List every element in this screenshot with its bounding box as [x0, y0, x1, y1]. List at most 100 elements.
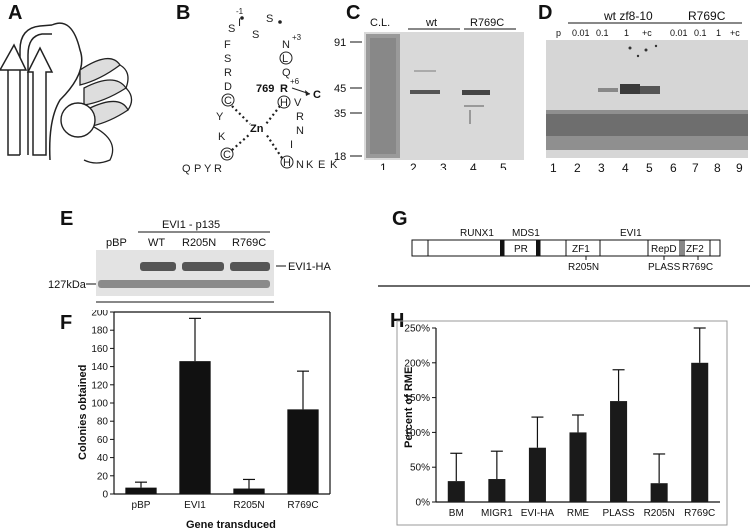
svg-text:3: 3	[440, 161, 447, 170]
y-tick-label: 80	[97, 417, 109, 428]
emsa-group-r769c: R769C	[688, 9, 726, 23]
y-tick-label: 200%	[404, 358, 430, 369]
chart-f-xlabel: Gene transduced	[186, 519, 276, 531]
x-tick-label: RME	[567, 508, 590, 519]
x-tick-label: R769C	[287, 500, 318, 511]
bar	[233, 488, 265, 494]
bar	[125, 487, 157, 494]
zinc-finger-ribbon-diagram	[0, 22, 133, 164]
marker-35: 35	[334, 108, 346, 120]
y-tick-label: 20	[97, 471, 109, 482]
bar	[691, 362, 709, 502]
emsa-gel: wt zf8-10 R769C p 0.01 0.1 1 +c 0.01 0.1…	[546, 9, 748, 175]
chart-h-ylabel: Percent of RME	[403, 367, 415, 448]
svg-text:D: D	[224, 81, 232, 93]
zinc-label: Zn	[250, 123, 264, 135]
c-terminus-label: C	[313, 89, 321, 101]
svg-text:8: 8	[714, 161, 721, 175]
svg-text:I: I	[238, 17, 241, 29]
svg-text:H: H	[280, 97, 288, 109]
x-tick-label: MIGR1	[481, 508, 513, 519]
western-blot: EVI1 - p135 pBP WT R205N R769C EVI1-HA 1…	[48, 219, 331, 303]
panel-label-d: D	[538, 2, 553, 24]
blot-lane-wt: WT	[148, 237, 165, 249]
y-tick-label: 50%	[410, 463, 430, 474]
y-tick-label: 150%	[404, 393, 430, 404]
svg-text:S: S	[266, 13, 273, 25]
domain-evi1-label: EVI1	[620, 228, 642, 239]
gel-header-wt: wt	[425, 17, 437, 29]
svg-text:Q: Q	[182, 163, 191, 175]
y-tick-label: 40	[97, 453, 109, 464]
bar-chart-colonies: Colonies obtained Gene transduced 0 20 40 6…	[77, 310, 331, 531]
svg-text:L: L	[282, 53, 288, 65]
bar	[287, 409, 319, 494]
svg-text:4: 4	[470, 161, 477, 170]
y-tick-label: 200	[91, 310, 108, 319]
domain-runx1-label: RUNX1	[460, 228, 494, 239]
svg-text:1: 1	[716, 28, 721, 38]
domain-repd-label: RepD	[651, 244, 677, 255]
panel-label-g: G	[392, 208, 408, 230]
y-tick-label: 160	[91, 344, 108, 355]
svg-text:+c: +c	[642, 28, 652, 38]
svg-text:I: I	[290, 139, 293, 151]
svg-text:H: H	[283, 157, 291, 169]
svg-text:+6: +6	[290, 77, 300, 86]
pos-minus1-label: -1	[236, 7, 244, 16]
x-tick-label: PLASS	[602, 508, 635, 519]
mutation-r205n-label: R205N	[568, 262, 599, 273]
y-tick-label: 180	[91, 326, 108, 337]
blot-marker-127: 127kDa	[48, 279, 87, 291]
blot-lane-r205n: R205N	[182, 237, 216, 249]
svg-text:Q: Q	[282, 67, 291, 79]
bar-chart-percent-rme: Percent of RME 0% 50% 100% 150% 200% 250% BM MI…	[396, 320, 728, 526]
svg-text:0.01: 0.01	[670, 28, 688, 38]
emsa-group-wt: wt zf8-10	[603, 9, 653, 23]
bar	[610, 401, 628, 502]
svg-text:K: K	[330, 159, 338, 171]
blot-lane-r769c: R769C	[232, 237, 266, 249]
svg-text:P: P	[194, 163, 201, 175]
zinc-finger-sequence-diagram: -1 S I S S N +3 F S R D C Y K C R Y P Q …	[182, 7, 338, 175]
svg-text:0.01: 0.01	[572, 28, 590, 38]
protein-domain-map: RUNX1 MDS1 EVI1 PR ZF1 RepD ZF2 R205N PL…	[378, 228, 750, 287]
x-tick-label: R769C	[684, 508, 715, 519]
y-tick-label: 100%	[404, 428, 430, 439]
svg-text:p: p	[556, 28, 561, 38]
domain-zf1-label: ZF1	[572, 244, 590, 255]
svg-text:S: S	[252, 29, 259, 41]
domain-pr-label: PR	[514, 244, 528, 255]
svg-text:Y: Y	[216, 111, 224, 123]
svg-text:R: R	[280, 83, 288, 95]
svg-text:C: C	[224, 95, 232, 107]
bar	[179, 361, 211, 494]
gel-header-r769c: R769C	[470, 17, 504, 29]
marker-91: 91	[334, 37, 346, 49]
blot-lane-pbp: pBP	[106, 237, 127, 249]
svg-text:K: K	[306, 159, 314, 171]
svg-text:S: S	[224, 53, 231, 65]
y-tick-label: 100	[91, 399, 108, 410]
svg-text:7: 7	[692, 161, 699, 175]
x-tick-label: EVI-HA	[521, 508, 555, 519]
sds-page-gel: C.L. wt R769C 91 45 35 18 1 2 3 4 5	[334, 17, 524, 170]
y-tick-label: 140	[91, 362, 108, 373]
band-label-evi1-ha: EVI1-HA	[288, 261, 331, 273]
svg-text:K: K	[218, 131, 226, 143]
panel-label-b: B	[176, 2, 191, 24]
svg-text:F: F	[224, 39, 231, 51]
x-tick-label: EVI1	[184, 500, 206, 511]
svg-text:E: E	[318, 159, 325, 171]
svg-text:1: 1	[380, 161, 387, 170]
mutation-r769c-label: R769C	[682, 262, 713, 273]
y-tick-label: 120	[91, 380, 108, 391]
svg-text:5: 5	[646, 161, 653, 175]
domain-mds1-label: MDS1	[512, 228, 540, 239]
panel-label-c: C	[346, 2, 361, 24]
x-tick-label: pBP	[132, 500, 151, 511]
chart-f-ylabel: Colonies obtained	[77, 365, 89, 460]
svg-text:R: R	[296, 111, 304, 123]
bar	[488, 479, 506, 502]
svg-text:2: 2	[574, 161, 581, 175]
